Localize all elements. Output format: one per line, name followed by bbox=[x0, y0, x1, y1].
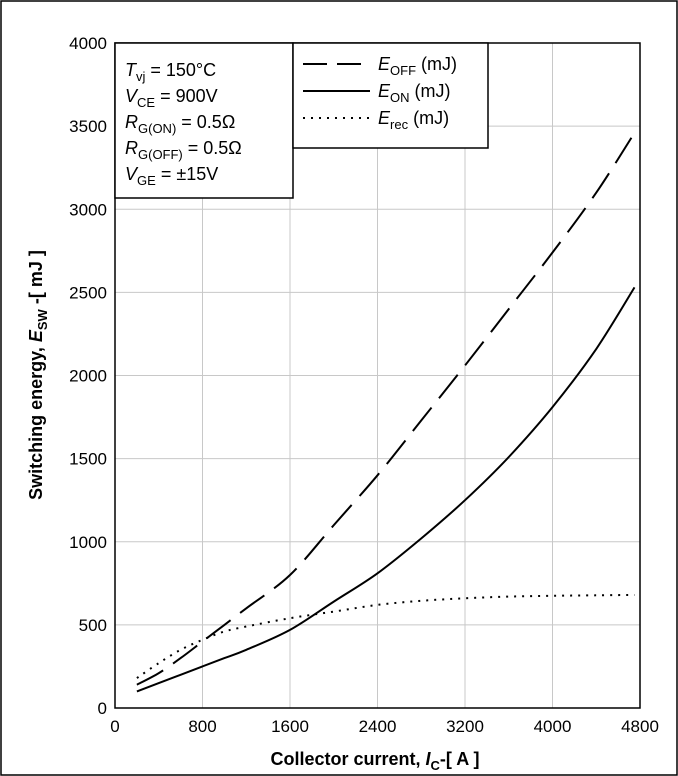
y-tick-label: 3500 bbox=[69, 117, 107, 136]
condition-line: VGE = ±15V bbox=[125, 164, 218, 188]
y-tick-label: 2000 bbox=[69, 367, 107, 386]
legend-label: EOFF (mJ) bbox=[378, 54, 457, 78]
y-tick-label: 2500 bbox=[69, 283, 107, 302]
legend: EOFF (mJ) EON (mJ) Erec (mJ) bbox=[292, 42, 489, 149]
conditions-box-frame bbox=[114, 42, 294, 199]
condition-line: Tvj = 150°C bbox=[125, 60, 216, 84]
x-tick-label: 2400 bbox=[359, 717, 397, 736]
tick-labels: 0 800 1600 2400 3200 4000 4800 0 500 1000 1500 2000… bbox=[69, 34, 659, 736]
x-tick-label: 3200 bbox=[446, 717, 484, 736]
y-tick-label: 1500 bbox=[69, 450, 107, 469]
y-tick-label: 0 bbox=[98, 699, 107, 718]
legend-label: EON (mJ) bbox=[378, 81, 451, 105]
series-lines bbox=[136, 132, 636, 693]
x-tick-label: 4000 bbox=[534, 717, 572, 736]
series-line-eon bbox=[136, 286, 636, 693]
x-tick-label: 4800 bbox=[621, 717, 659, 736]
series-line-erec bbox=[136, 594, 635, 679]
legend-frame bbox=[292, 42, 489, 149]
y-tick-label: 500 bbox=[79, 616, 107, 635]
x-tick-label: 0 bbox=[110, 717, 119, 736]
series-line-eoff bbox=[136, 132, 636, 686]
condition-line: VCE = 900V bbox=[125, 86, 218, 110]
y-tick-label: 3000 bbox=[69, 200, 107, 219]
x-tick-label: 1600 bbox=[271, 717, 309, 736]
y-tick-label: 4000 bbox=[69, 34, 107, 53]
x-tick-label: 800 bbox=[188, 717, 216, 736]
condition-line: RG(ON) = 0.5Ω bbox=[125, 112, 235, 136]
y-axis-title: Switching energy, ESW -[ mJ ] bbox=[26, 250, 50, 500]
legend-label: Erec (mJ) bbox=[378, 108, 449, 132]
condition-line: RG(OFF) = 0.5Ω bbox=[125, 138, 242, 162]
y-tick-label: 1000 bbox=[69, 533, 107, 552]
x-axis-title: Collector current, IC-[ A ] bbox=[270, 749, 479, 773]
